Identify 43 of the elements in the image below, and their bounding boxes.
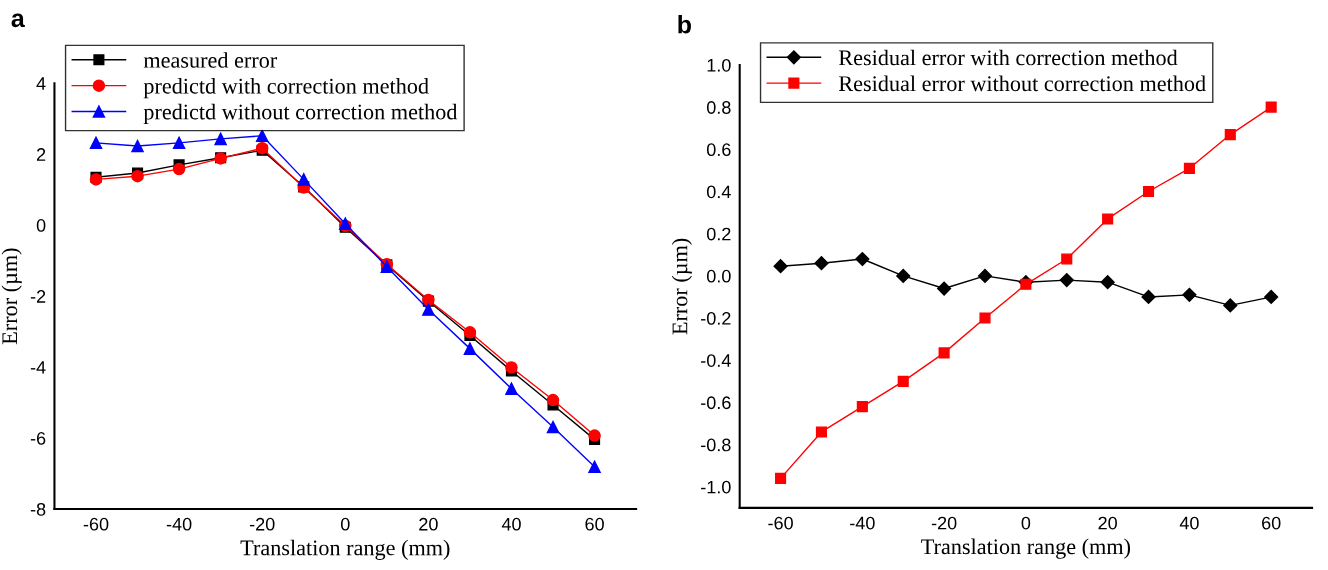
x-tick-label: 60: [585, 517, 604, 531]
x-tick-label: -20: [249, 517, 275, 531]
y-tick-label: -1.0: [701, 480, 731, 494]
y-tick-label: -0.4: [701, 354, 731, 367]
x-tick-label: -60: [768, 516, 793, 530]
x-axis-title: Translation range (mm): [240, 539, 450, 560]
y-tick-label: 0.8: [706, 101, 731, 114]
y-tick-label: 0.6: [706, 143, 731, 157]
x-tick-label: 60: [1262, 516, 1281, 530]
y-tick-label: 0.4: [706, 185, 731, 199]
x-tick-label: 20: [1098, 516, 1117, 530]
x-tick-label: 0: [340, 517, 350, 531]
x-tick-label: 40: [501, 517, 521, 531]
y-tick-label: -0.6: [701, 396, 731, 410]
chart-title: b: [678, 15, 691, 34]
y-tick-label: -0.8: [701, 438, 731, 452]
legend-label: predictd with correction method: [143, 78, 429, 99]
y-tick-label: -8: [30, 502, 46, 516]
x-axis-title: Translation range (mm): [921, 538, 1131, 559]
x-tick-label: 40: [1179, 516, 1199, 530]
y-tick-label: 4: [36, 77, 46, 90]
legend-label: predictd without correction method: [143, 103, 458, 125]
y-tick-label: 0.2: [706, 227, 731, 241]
y-tick-label: 1.0: [707, 58, 731, 72]
y-axis-title: Error (µm): [1, 248, 22, 345]
y-tick-label: -0.2: [701, 311, 731, 325]
y-tick-label: 2: [36, 148, 46, 161]
x-tick-label: 20: [419, 517, 438, 531]
legend-label: measured error: [143, 52, 278, 68]
x-tick-label: -20: [931, 516, 957, 530]
x-tick-label: -40: [166, 517, 192, 531]
y-tick-label: 0: [36, 219, 46, 232]
x-tick-label: -40: [850, 516, 875, 530]
legend-label: Residual error without correction method: [838, 75, 1206, 92]
chart-title: a: [11, 13, 25, 28]
x-tick-label: -60: [83, 517, 109, 531]
y-tick-label: -2: [30, 290, 46, 303]
y-tick-label: 0.0: [706, 269, 731, 283]
y-tick-label: -4: [30, 361, 46, 374]
legend-label: Residual error with correction method: [838, 49, 1178, 66]
y-tick-label: -6: [30, 431, 46, 445]
y-axis-title: Error (µm): [671, 238, 692, 335]
x-tick-label: 0: [1021, 516, 1031, 530]
